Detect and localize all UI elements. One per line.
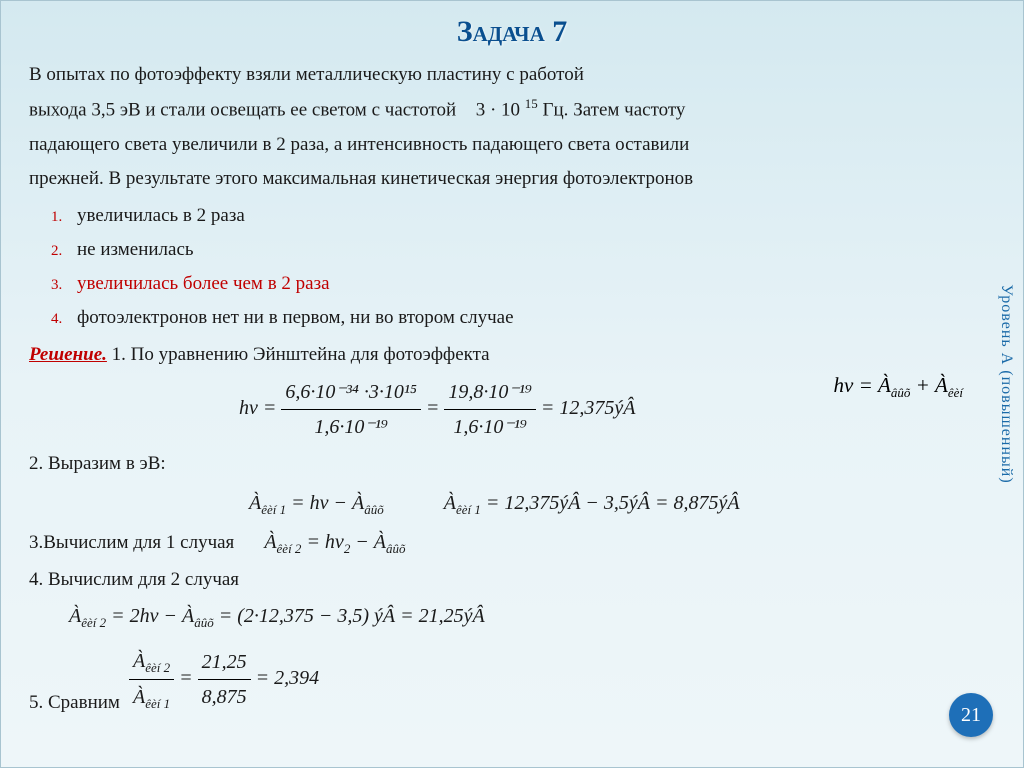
- eq: À: [133, 686, 145, 708]
- eq-sub: êèí 1: [145, 696, 170, 711]
- option-1: 1. увеличилась в 2 раза: [51, 200, 995, 232]
- eq: À: [249, 492, 261, 514]
- eq: = 2hν − À: [106, 605, 194, 627]
- eq-sub: âûõ: [364, 502, 384, 517]
- equation-2: Àêèí 1 = hν − Àâûõ Àêèí 1 = 12,375ýÂ − 3…: [69, 486, 995, 521]
- eq-numerator-2: 19,8·10⁻¹⁹: [444, 375, 536, 410]
- eq-denominator: 1,6·10⁻¹⁹: [281, 410, 420, 444]
- eq-sub: âûõ: [891, 385, 911, 400]
- option-number: 2.: [51, 239, 77, 265]
- text: Затем частоту: [573, 100, 685, 121]
- eq-denominator: 8,875: [198, 680, 251, 714]
- option-text: увеличилась более чем в 2 раза: [77, 268, 330, 300]
- option-number: 4.: [51, 307, 77, 333]
- eq: =: [179, 667, 198, 689]
- option-number: 1.: [51, 205, 77, 231]
- eq: = 2,394: [256, 667, 320, 689]
- problem-line-2: выхода 3,5 эВ и стали освещать ее светом…: [29, 93, 995, 127]
- eq: À: [133, 650, 145, 672]
- eq-sub: êèí: [948, 385, 963, 400]
- text: выхода 3,5 эВ и стали освещать ее светом…: [29, 100, 456, 121]
- step-3-row: 3.Вычислим для 1 случая Àêèí 2 = hν2 − À…: [29, 523, 995, 560]
- problem-line-3: падающего света увеличили в 2 раза, а ин…: [29, 129, 995, 161]
- eq: = hν: [301, 531, 343, 553]
- eq-numerator: 6,6·10⁻³⁴ ·3·10¹⁵: [281, 375, 420, 410]
- option-text: увеличилась в 2 раза: [77, 200, 245, 232]
- eq: = (2·12,375 − 3,5) ýÂ = 21,25ýÂ: [214, 605, 485, 627]
- eq-rhs: = 12,375ýÂ: [541, 397, 636, 419]
- option-2: 2. не изменилась: [51, 234, 995, 266]
- slide-title: Задача 7: [1, 1, 1023, 59]
- option-3: 3. увеличилась более чем в 2 раза: [51, 268, 995, 300]
- eq: À: [264, 531, 276, 553]
- eq: hν = À: [834, 373, 891, 397]
- eq-sub: âûõ: [386, 541, 406, 556]
- frequency-value: 3 · 10: [476, 100, 525, 121]
- eq-sub: êèí 1: [261, 502, 286, 517]
- eq: + À: [910, 373, 948, 397]
- eq-mid: =: [426, 397, 440, 419]
- step-1-text: 1. По уравнению Эйнштейна для фотоэффект…: [107, 344, 490, 365]
- solution-label: Решение.: [29, 344, 107, 365]
- option-4: 4. фотоэлектронов нет ни в первом, ни во…: [51, 302, 995, 334]
- options-list: 1. увеличилась в 2 раза 2. не изменилась…: [29, 200, 995, 335]
- side-level-label: Уровень А (повышенный): [997, 284, 1015, 483]
- option-text: не изменилась: [77, 234, 194, 266]
- eq-denominator-2: 1,6·10⁻¹⁹: [444, 410, 536, 444]
- solution-line: Решение. 1. По уравнению Эйнштейна для ф…: [29, 339, 995, 371]
- frequency-unit: Гц.: [538, 100, 573, 121]
- eq-sub: êèí 2: [277, 541, 302, 556]
- page-number-badge: 21: [949, 693, 993, 737]
- eq: − À: [350, 531, 386, 553]
- eq-sub: êèí 2: [81, 615, 106, 630]
- eq: À: [69, 605, 81, 627]
- einstein-equation: hν = Àâûõ + Àêèí: [834, 373, 963, 401]
- equation-4: Àêèí 2 = 2hν − Àâûõ = (2·12,375 − 3,5) ý…: [69, 599, 995, 634]
- step-2-text: 2. Выразим в эВ:: [29, 448, 995, 480]
- eq: = hν − À: [286, 492, 364, 514]
- eq-sub: âûõ: [194, 615, 214, 630]
- eq-numerator: 21,25: [198, 645, 251, 680]
- eq-lhs: hν =: [239, 397, 276, 419]
- eq: = 12,375ýÂ − 3,5ýÂ = 8,875ýÂ: [481, 492, 740, 514]
- problem-line-1: В опытах по фотоэффекту взяли металличес…: [29, 59, 995, 91]
- eq-sub: êèí 1: [456, 502, 481, 517]
- step-4-text: 4. Вычислим для 2 случая: [29, 564, 995, 596]
- eq: À: [444, 492, 456, 514]
- step-3-text: 3.Вычислим для 1 случая: [29, 527, 234, 559]
- problem-line-4: прежней. В результате этого максимальная…: [29, 163, 995, 195]
- frequency-exp: 15: [525, 96, 538, 111]
- option-number: 3.: [51, 273, 77, 299]
- eq-sub: êèí 2: [145, 660, 170, 675]
- option-text: фотоэлектронов нет ни в первом, ни во вт…: [77, 302, 514, 334]
